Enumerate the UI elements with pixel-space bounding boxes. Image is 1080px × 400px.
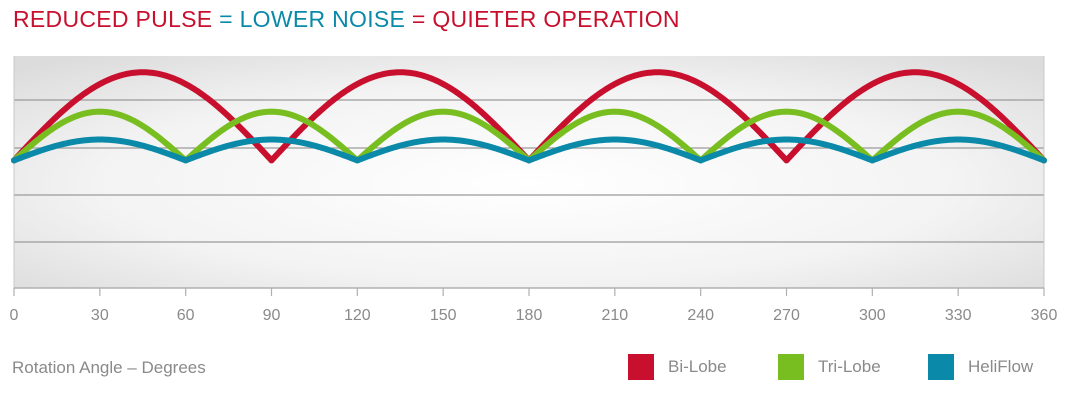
x-tick-label-270: 270: [773, 307, 800, 324]
x-tick-label-120: 120: [344, 307, 371, 324]
legend-label-bi-lobe: Bi-Lobe: [668, 357, 727, 376]
x-tick-label-60: 60: [177, 307, 195, 324]
x-tick-label-240: 240: [687, 307, 714, 324]
x-tick-label-360: 360: [1031, 307, 1058, 324]
x-tick-label-330: 330: [945, 307, 972, 324]
title-part-lower-noise: LOWER NOISE: [239, 6, 406, 32]
legend-swatch-heliflow: [928, 354, 954, 380]
legend-swatch-tri-lobe: [778, 354, 804, 380]
x-tick-label-210: 210: [601, 307, 628, 324]
x-tick-label-180: 180: [516, 307, 543, 324]
series-line-heliflow: [11, 136, 1047, 164]
plot-background: [14, 56, 1044, 288]
x-tick-label-300: 300: [859, 307, 886, 324]
legend-label-tri-lobe: Tri-Lobe: [818, 357, 881, 376]
legend-swatch-bi-lobe: [628, 354, 654, 380]
legend-label-heliflow: HeliFlow: [968, 357, 1034, 376]
plot-area: [14, 56, 1044, 288]
x-axis-label: Rotation Angle – Degrees: [12, 358, 206, 377]
x-tick-label-30: 30: [91, 307, 109, 324]
title-part-reduced-pulse: REDUCED PULSE: [13, 6, 213, 32]
title-part-equals-1: =: [212, 6, 240, 32]
title-part-quieter-operation: QUIETER OPERATION: [432, 6, 680, 32]
gridlines: [13, 56, 1045, 288]
x-tick-label-150: 150: [430, 307, 457, 324]
series-layer: [11, 69, 1047, 164]
chart-title: REDUCED PULSE = LOWER NOISE = QUIETER OP…: [13, 6, 680, 33]
x-tick-label-0: 0: [10, 307, 19, 324]
x-tick-label-90: 90: [263, 307, 281, 324]
x-axis: 0 30 60 90 120 150 180 210 240 270 300 330 360: [10, 287, 1058, 324]
title-part-equals-2: =: [405, 6, 433, 32]
